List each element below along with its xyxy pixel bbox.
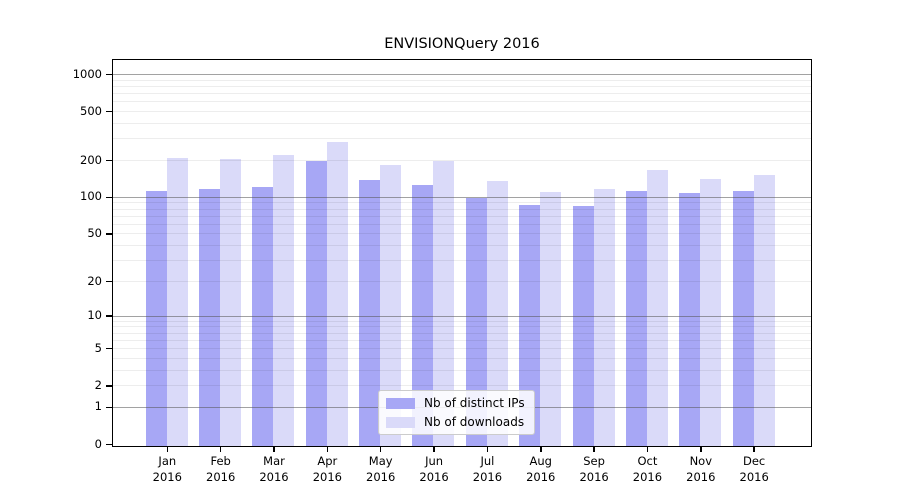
y-tick-mark-500 [106, 110, 112, 113]
bar-downloads-jul [486, 181, 508, 446]
bar-distinct-ips-may [359, 180, 381, 446]
y-tick-label-1: 1 [94, 399, 102, 414]
x-tick-mark-jul [486, 446, 489, 452]
legend-item-downloads: Nb of downloads [386, 415, 525, 429]
x-tick-label-dec: Dec 2016 [739, 454, 769, 484]
bar-downloads-apr [326, 142, 348, 446]
y-tick-mark-1000 [106, 73, 112, 76]
y-tick-label-50: 50 [87, 226, 102, 241]
y-tick-label-200: 200 [80, 152, 102, 167]
y-tick-label-500: 500 [80, 103, 102, 118]
bar-downloads-nov [700, 178, 722, 446]
bar-downloads-may [380, 164, 402, 446]
bar-distinct-ips-nov [679, 192, 701, 446]
x-tick-label-sep: Sep 2016 [579, 454, 609, 484]
bar-downloads-oct [646, 169, 668, 446]
y-tick-mark-200 [106, 159, 112, 162]
x-tick-label-feb: Feb 2016 [206, 454, 236, 484]
y-tick-label-10: 10 [87, 308, 102, 323]
y-tick-mark-10 [106, 315, 112, 317]
y-tick-mark-5 [106, 347, 112, 350]
bar-distinct-ips-jan [145, 190, 167, 446]
y-tick-mark-2 [106, 384, 112, 387]
x-tick-label-mar: Mar 2016 [259, 454, 289, 484]
x-tick-mark-feb [219, 446, 222, 452]
x-tick-mark-oct [646, 446, 649, 452]
x-tick-label-aug: Aug 2016 [526, 454, 556, 484]
legend-swatch-distinct-ips [386, 397, 415, 409]
y-tick-label-100: 100 [80, 189, 102, 204]
bar-distinct-ips-apr [305, 161, 327, 446]
legend-swatch-downloads [386, 416, 415, 428]
bar-downloads-dec [753, 175, 775, 446]
bar-downloads-aug [540, 192, 562, 446]
x-tick-mark-aug [539, 446, 542, 452]
bar-distinct-ips-dec [732, 191, 754, 446]
bar-downloads-jan [166, 158, 188, 446]
y-tick-label-5: 5 [94, 340, 102, 355]
y-tick-label-2: 2 [94, 377, 102, 392]
x-tick-mark-apr [326, 446, 329, 452]
x-tick-mark-jun [433, 446, 435, 452]
bar-distinct-ips-aug [519, 205, 541, 446]
bar-distinct-ips-jun [412, 185, 434, 446]
x-tick-label-apr: Apr 2016 [312, 454, 342, 484]
x-tick-mark-mar [273, 446, 275, 452]
y-tick-mark-1 [106, 406, 112, 409]
bar-downloads-feb [220, 159, 242, 446]
y-tick-label-1000: 1000 [72, 66, 102, 81]
bar-distinct-ips-sep [572, 206, 594, 446]
bar-distinct-ips-jul [465, 198, 487, 446]
bars-layer [113, 60, 811, 446]
y-tick-label-0: 0 [94, 436, 102, 451]
x-tick-mark-sep [593, 446, 595, 452]
legend-label-downloads: Nb of downloads [424, 415, 525, 429]
bar-distinct-ips-oct [625, 190, 647, 446]
plot-area: Nb of distinct IPs Nb of downloads [112, 59, 812, 447]
x-tick-mark-dec [753, 446, 755, 452]
x-tick-label-jun: Jun 2016 [419, 454, 449, 484]
x-tick-mark-may [379, 446, 382, 452]
y-tick-label-20: 20 [87, 273, 102, 288]
x-tick-label-jul: Jul 2016 [472, 454, 503, 484]
bar-distinct-ips-feb [199, 188, 221, 446]
chart-title: ENVISIONQuery 2016 [384, 36, 540, 52]
legend-item-distinct-ips: Nb of distinct IPs [386, 396, 525, 410]
x-tick-mark-nov [700, 446, 702, 452]
bar-downloads-mar [273, 155, 295, 446]
y-tick-mark-20 [106, 280, 112, 283]
bar-distinct-ips-mar [252, 187, 274, 446]
y-tick-mark-100 [106, 196, 112, 199]
legend-label-distinct-ips: Nb of distinct IPs [424, 396, 525, 410]
x-tick-label-jan: Jan 2016 [152, 454, 182, 484]
x-tick-label-oct: Oct 2016 [632, 454, 663, 484]
x-tick-label-may: May 2016 [366, 454, 396, 484]
bar-downloads-jun [433, 161, 455, 446]
x-tick-mark-jan [166, 446, 169, 452]
bar-downloads-sep [593, 188, 615, 446]
legend: Nb of distinct IPs Nb of downloads [378, 390, 535, 435]
x-tick-label-nov: Nov 2016 [686, 454, 716, 484]
y-tick-mark-50 [106, 233, 112, 235]
y-tick-mark-0 [106, 443, 112, 446]
